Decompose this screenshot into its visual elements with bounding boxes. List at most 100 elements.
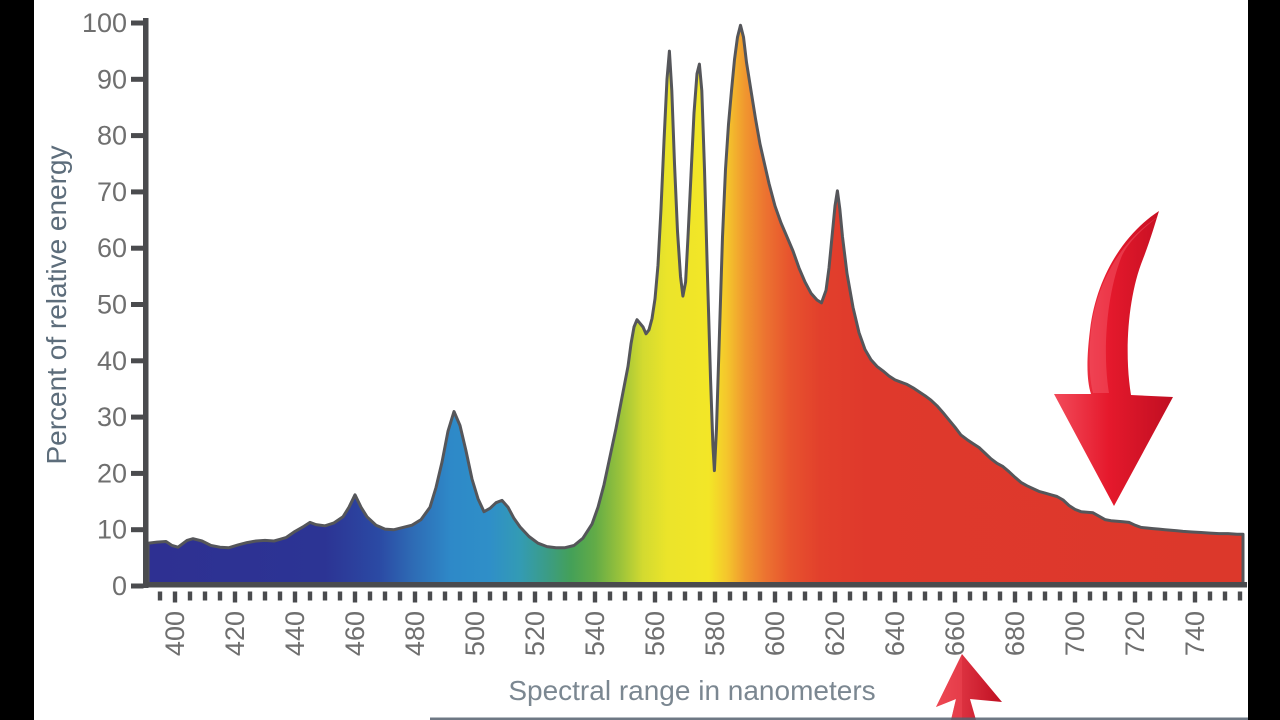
x-minor-tick [1057, 591, 1063, 601]
plot-area: 0 10 20 30 40 50 60 70 80 90 100 400 420 440 460 480 500… [82, 8, 1247, 656]
x-major-tick [832, 591, 838, 603]
x-major-tick [172, 591, 178, 603]
x-minor-tick [1102, 591, 1108, 601]
x-tick-label: 580 [700, 611, 730, 656]
x-minor-tick [322, 591, 328, 601]
x-minor-tick [847, 591, 853, 601]
x-major-tick [712, 591, 718, 603]
x-tick-label: 520 [520, 611, 550, 656]
y-tick [131, 470, 144, 476]
y-tick-label: 70 [97, 177, 127, 207]
x-tick-label: 740 [1180, 611, 1210, 656]
x-major-tick [652, 591, 658, 603]
x-minor-tick [622, 591, 628, 601]
y-tick [131, 527, 144, 533]
y-tick [131, 76, 144, 82]
x-minor-tick [1162, 591, 1168, 601]
y-tick [131, 583, 144, 589]
x-minor-tick [682, 591, 688, 601]
x-minor-tick [727, 591, 733, 601]
x-tick-label: 480 [400, 611, 430, 656]
x-minor-tick [787, 591, 793, 601]
x-minor-tick [427, 591, 433, 601]
x-minor-tick [697, 591, 703, 601]
x-minor-tick [997, 591, 1003, 601]
x-minor-tick [517, 591, 523, 601]
x-tick-label: 460 [340, 611, 370, 656]
x-minor-tick [757, 591, 763, 601]
x-minor-tick [502, 591, 508, 601]
x-major-tick [472, 591, 478, 603]
x-tick-label: 440 [280, 611, 310, 656]
bottom-edge-strip [430, 717, 1248, 720]
x-major-tick [292, 591, 298, 603]
x-tick-label: 400 [160, 611, 190, 656]
x-major-tick [1132, 591, 1138, 603]
x-major-tick [1072, 591, 1078, 603]
y-axis-line [143, 18, 149, 588]
x-minor-tick [547, 591, 553, 601]
x-minor-tick [1117, 591, 1123, 601]
x-minor-tick [247, 591, 253, 601]
y-tick-label: 0 [112, 571, 127, 601]
x-minor-tick [157, 591, 163, 601]
x-tick-label: 700 [1060, 611, 1090, 656]
y-tick [131, 414, 144, 420]
x-minor-tick [967, 591, 973, 601]
x-minor-tick [277, 591, 283, 601]
x-tick-label: 500 [460, 611, 490, 656]
spectral-energy-area [146, 23, 1245, 588]
x-minor-tick [1027, 591, 1033, 601]
x-tick-label: 620 [820, 611, 850, 656]
y-tick-label: 100 [82, 8, 127, 38]
x-minor-tick [937, 591, 943, 601]
x-minor-tick [922, 591, 928, 601]
x-major-tick [352, 591, 358, 603]
left-letterbox-bar [0, 0, 34, 720]
y-tick [131, 133, 144, 139]
x-minor-tick [607, 591, 613, 601]
right-letterbox-bar [1248, 0, 1280, 720]
x-major-tick [952, 591, 958, 603]
x-tick-label: 600 [760, 611, 790, 656]
x-minor-tick [817, 591, 823, 601]
x-minor-tick [802, 591, 808, 601]
x-minor-tick [307, 591, 313, 601]
x-minor-tick [637, 591, 643, 601]
x-minor-tick [1177, 591, 1183, 601]
x-major-tick [232, 591, 238, 603]
red-curved-arrow-down-icon [1054, 211, 1173, 506]
x-minor-tick [667, 591, 673, 601]
x-major-tick [1012, 591, 1018, 603]
x-minor-tick [1222, 591, 1228, 601]
x-minor-tick [577, 591, 583, 601]
x-axis-line [143, 582, 1247, 588]
x-major-tick [592, 591, 598, 603]
x-minor-tick [187, 591, 193, 601]
x-minor-tick [562, 591, 568, 601]
x-minor-tick [1207, 591, 1213, 601]
x-minor-tick [442, 591, 448, 601]
y-tick-label: 20 [97, 458, 127, 488]
y-tick [131, 302, 144, 307]
y-tick [131, 189, 144, 195]
y-tick-label: 40 [97, 346, 127, 376]
x-tick-label: 720 [1120, 611, 1150, 656]
x-minor-tick [202, 591, 208, 601]
x-major-tick [1192, 591, 1198, 603]
y-tick [131, 20, 144, 26]
x-minor-tick [457, 591, 463, 601]
x-major-tick [532, 591, 538, 603]
red-arrow-up-icon [936, 654, 1002, 720]
x-minor-tick [742, 591, 748, 601]
x-minor-tick [982, 591, 988, 601]
x-minor-tick [862, 591, 868, 601]
x-minor-tick [217, 591, 223, 601]
x-tick-label: 680 [1000, 611, 1030, 656]
x-tick-label: 420 [220, 611, 250, 656]
y-tick-label: 90 [97, 64, 127, 94]
x-minor-tick [877, 591, 883, 601]
x-minor-tick [262, 591, 268, 601]
